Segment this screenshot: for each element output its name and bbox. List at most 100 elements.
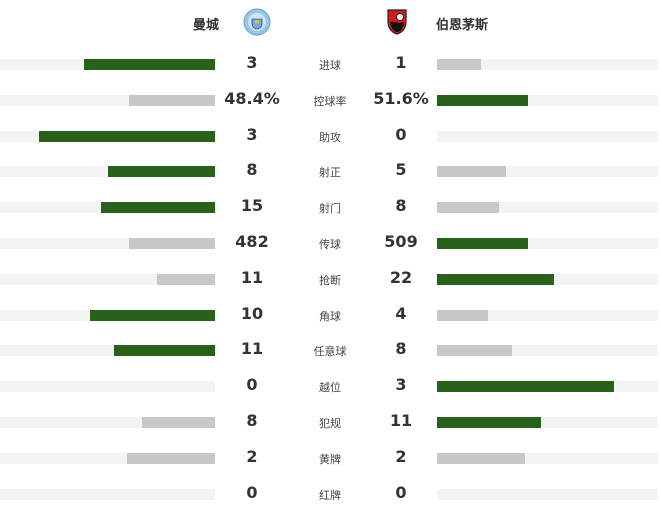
manchester-city-crest-icon xyxy=(243,8,271,36)
home-bar-track xyxy=(0,238,215,249)
home-bar-fill xyxy=(113,345,215,357)
home-bar-fill xyxy=(129,238,215,249)
stat-label: 红牌 xyxy=(319,488,341,502)
home-bar-fill xyxy=(141,417,215,428)
away-bar-track xyxy=(437,452,658,464)
home-bar-track xyxy=(0,417,215,428)
away-bar-fill xyxy=(437,381,614,393)
away-bar-track xyxy=(437,345,658,357)
stat-row: 48.4% 控球率 51.6% xyxy=(0,85,660,115)
stat-row: 8 射正 5 xyxy=(0,156,660,186)
home-value: 8 xyxy=(246,160,258,180)
away-bar-track xyxy=(437,273,658,285)
away-value: 5 xyxy=(395,160,407,180)
home-value: 0 xyxy=(246,482,258,502)
home-bar-track xyxy=(0,130,215,142)
home-bar-track xyxy=(0,488,215,500)
away-bar-track xyxy=(437,166,658,178)
stat-row: 10 角球 4 xyxy=(0,300,660,330)
stat-row: 0 越位 3 xyxy=(0,371,660,401)
away-value: 51.6% xyxy=(373,88,429,108)
home-bar-track xyxy=(0,202,215,214)
away-bar-fill xyxy=(437,202,499,214)
home-bar-fill xyxy=(129,94,215,106)
home-bar-fill xyxy=(38,130,215,142)
away-bar-track xyxy=(437,59,658,70)
stat-label: 传球 xyxy=(319,238,341,251)
away-value: 4 xyxy=(395,303,407,323)
stat-label: 进球 xyxy=(319,59,341,72)
home-bar-track xyxy=(0,166,215,178)
away-bar-track xyxy=(437,130,658,142)
away-value: 11 xyxy=(389,411,413,430)
stat-row: 11 任意球 8 xyxy=(0,335,660,365)
home-value: 0 xyxy=(246,375,258,395)
home-bar-track xyxy=(0,94,215,106)
home-value: 48.4% xyxy=(224,88,280,108)
stat-label: 越位 xyxy=(319,381,341,395)
away-bar-track xyxy=(437,417,658,428)
stat-label: 控球率 xyxy=(313,94,347,108)
home-bar-track xyxy=(0,273,215,285)
stat-label: 黄牌 xyxy=(319,452,341,466)
stat-row: 3 进球 1 xyxy=(0,49,660,79)
stat-row: 482 传球 509 xyxy=(0,228,660,258)
away-value: 0 xyxy=(395,482,407,502)
away-value: 2 xyxy=(395,446,407,466)
match-header: 曼城 伯恩茅斯 xyxy=(0,0,660,45)
stat-row: 3 助攻 0 xyxy=(0,121,660,151)
away-bar-track xyxy=(437,238,658,249)
away-value: 0 xyxy=(395,124,407,144)
home-bar-fill xyxy=(90,309,215,321)
stat-label: 犯规 xyxy=(319,417,341,430)
away-bar-fill xyxy=(437,94,528,106)
home-value: 482 xyxy=(235,232,269,251)
away-bar-track xyxy=(437,202,658,214)
stat-row: 2 黄牌 2 xyxy=(0,443,660,473)
home-bar-track xyxy=(0,452,215,464)
away-bar-fill xyxy=(437,238,528,249)
away-value: 8 xyxy=(395,196,407,216)
away-bar-track xyxy=(437,381,658,393)
home-bar-fill xyxy=(107,166,215,178)
stat-label: 抢断 xyxy=(319,273,341,287)
bournemouth-crest-icon xyxy=(387,9,407,35)
home-bar-fill xyxy=(101,202,215,214)
away-bar-fill xyxy=(437,345,513,357)
away-team-name: 伯恩茅斯 xyxy=(436,18,489,33)
home-value: 2 xyxy=(246,446,258,466)
home-bar-track xyxy=(0,309,215,321)
away-value: 3 xyxy=(395,375,407,395)
away-bar-fill xyxy=(437,166,506,178)
away-bar-fill xyxy=(437,59,482,70)
home-value: 10 xyxy=(240,303,264,323)
home-bar-track xyxy=(0,345,215,357)
away-bar-track xyxy=(437,488,658,500)
home-bar-fill xyxy=(126,452,215,464)
stat-row: 8 犯规 11 xyxy=(0,407,660,437)
away-value: 22 xyxy=(389,267,413,287)
home-value: 8 xyxy=(246,411,258,430)
stat-row: 11 抢断 22 xyxy=(0,264,660,294)
away-value: 8 xyxy=(395,339,407,359)
home-value: 3 xyxy=(246,124,258,144)
home-value: 3 xyxy=(246,53,258,72)
stat-label: 角球 xyxy=(319,309,341,323)
home-bar-fill xyxy=(156,273,215,285)
away-bar-track xyxy=(437,309,658,321)
stat-label: 助攻 xyxy=(319,130,341,144)
home-bar-track xyxy=(0,59,215,70)
stat-row: 15 射门 8 xyxy=(0,192,660,222)
away-bar-fill xyxy=(437,452,526,464)
away-bar-fill xyxy=(437,309,488,321)
home-value: 11 xyxy=(240,267,264,287)
stat-label: 射门 xyxy=(319,202,341,216)
stat-label: 射正 xyxy=(319,166,341,180)
stat-label: 任意球 xyxy=(313,345,347,359)
stat-row: 0 红牌 0 xyxy=(0,479,660,509)
home-team-name: 曼城 xyxy=(193,18,220,33)
away-bar-track xyxy=(437,94,658,106)
home-value: 15 xyxy=(240,196,264,216)
home-bar-track xyxy=(0,381,215,393)
away-bar-fill xyxy=(437,273,555,285)
